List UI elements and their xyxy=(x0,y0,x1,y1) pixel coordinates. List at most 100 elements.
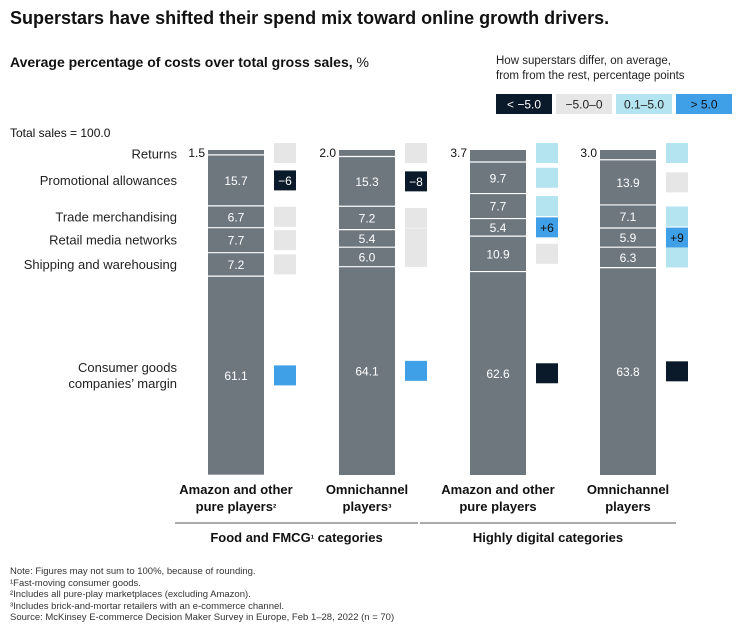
bar-segment-c2-s5 xyxy=(470,271,526,475)
legend-title-line-1: How superstars differ, on average, xyxy=(496,55,671,67)
total-sales-label: Total sales = 100.0 xyxy=(10,126,111,140)
value-label-c2-s4: 10.9 xyxy=(486,247,510,261)
bar-segment-c2-s2 xyxy=(470,193,526,219)
value-label-c1-s4: 6.0 xyxy=(359,250,376,264)
diff-indicator-c0-s0 xyxy=(274,143,296,163)
diff-indicator-c2-s1 xyxy=(536,167,558,188)
column-label-0-line-1: pure players² xyxy=(196,499,277,514)
segment-label-3: Retail media networks xyxy=(49,233,177,248)
diff-indicator-c1-s1 xyxy=(405,171,427,192)
footnote-source: Source: McKinsey E-commerce Decision Mak… xyxy=(10,612,395,623)
diff-label-c2-s3: +6 xyxy=(540,221,554,235)
segment-label-5-line-0: Consumer goods xyxy=(78,360,177,375)
footnotes: Note: Figures may not sum to 100%, becau… xyxy=(10,566,394,624)
diff-indicator-c0-s3 xyxy=(274,230,296,251)
value-label-c3-s3: 5.9 xyxy=(620,231,637,245)
bar-segment-c1-s3 xyxy=(339,229,395,248)
bar-segment-c0-s5 xyxy=(208,276,264,475)
bar-segment-c0-s1 xyxy=(208,154,264,206)
legend-label-2: 0.1–5.0 xyxy=(624,98,664,112)
legend-swatch-1 xyxy=(556,94,612,114)
legend-label-3: > 5.0 xyxy=(690,98,717,112)
value-label-c3-s4: 6.3 xyxy=(620,251,637,265)
segment-label-5-line-1: companies’ margin xyxy=(68,376,177,391)
diff-indicator-c3-s2 xyxy=(666,206,688,227)
diff-indicator-c2-s4 xyxy=(536,243,558,264)
value-label-c0-s2: 6.7 xyxy=(228,210,245,224)
value-label-c0-s3: 7.7 xyxy=(228,234,245,248)
bar-segment-c3-s1 xyxy=(600,159,656,205)
diff-indicator-c3-s3 xyxy=(666,227,688,248)
diff-indicator-c1-s2 xyxy=(405,207,427,228)
bar-segment-c0-s2 xyxy=(208,205,264,228)
value-label-c2-s5: 62.6 xyxy=(486,367,510,381)
column-label-2-line-0: Amazon and other xyxy=(441,482,554,497)
column-label-2-line-1: pure players xyxy=(459,499,536,514)
diff-indicator-c1-s3 xyxy=(405,228,427,249)
diff-label-c1-s1: −8 xyxy=(409,175,423,189)
value-label-c0-s1: 15.7 xyxy=(224,174,248,188)
legend-title: How superstars differ, on average, from … xyxy=(496,54,736,84)
bar-segment-c2-s4 xyxy=(470,236,526,272)
diff-indicator-c3-s1 xyxy=(666,172,688,193)
column-label-3-line-1: players xyxy=(605,499,651,514)
bar-segment-c0-s0 xyxy=(208,150,264,155)
subtitle-unit: % xyxy=(356,54,369,70)
column-label-1-line-0: Omnichannel xyxy=(326,482,408,497)
bar-segment-c3-s0 xyxy=(600,150,656,160)
stacked-bar-chart: < −5.0 −5.0–0 0.1–5.0 > 5.0 1.5 15.7 6.7 7.7 7.2… xyxy=(24,94,732,545)
diff-indicator-c1-s4 xyxy=(405,246,427,267)
bar-segment-c1-s1 xyxy=(339,156,395,207)
legend-label-1: −5.0–0 xyxy=(565,98,602,112)
diff-indicator-c0-s1 xyxy=(274,170,296,191)
value-label-c2-s2: 7.7 xyxy=(490,200,507,214)
group-label-1: Highly digital categories xyxy=(473,530,623,545)
legend-swatch-2 xyxy=(616,94,672,114)
column-label-0-line-0: Amazon and other xyxy=(179,482,292,497)
bar-segment-c1-s4 xyxy=(339,247,395,267)
diff-indicator-c2-s0 xyxy=(536,143,558,163)
value-label-c0-s0: 1.5 xyxy=(188,146,205,160)
value-label-c3-s1: 13.9 xyxy=(616,176,640,190)
value-label-c2-s3: 5.4 xyxy=(490,221,507,235)
footnote-2: ²Includes all pure-play marketplaces (ex… xyxy=(10,589,251,600)
value-label-c1-s0: 2.0 xyxy=(319,146,336,160)
footnote-note: Note: Figures may not sum to 100%, becau… xyxy=(10,566,256,577)
bar-segment-c2-s1 xyxy=(470,162,526,194)
bar-segment-c2-s3 xyxy=(470,218,526,237)
bar-segment-c3-s2 xyxy=(600,204,656,228)
diff-indicator-c3-s0 xyxy=(666,143,688,163)
value-label-c3-s5: 63.8 xyxy=(616,365,640,379)
value-label-c2-s1: 9.7 xyxy=(490,171,507,185)
group-label-0: Food and FMCG¹ categories xyxy=(210,530,382,545)
value-label-c1-s3: 5.4 xyxy=(359,232,376,246)
diff-indicator-c2-s5 xyxy=(536,363,558,384)
bar-segment-c3-s4 xyxy=(600,247,656,268)
diff-indicator-c3-s5 xyxy=(666,361,688,382)
subtitle-text: Average percentage of costs over total g… xyxy=(10,54,353,70)
chart-subtitle: Average percentage of costs over total g… xyxy=(10,54,369,70)
diff-indicator-c3-s4 xyxy=(666,247,688,268)
diff-indicator-c0-s5 xyxy=(274,365,296,386)
legend-label-0: < −5.0 xyxy=(507,98,541,112)
legend-title-line-2: from from the rest, percentage points xyxy=(496,70,685,82)
value-label-c1-s2: 7.2 xyxy=(359,211,376,225)
column-label-3-line-0: Omnichannel xyxy=(587,482,669,497)
segment-label-1: Promotional allowances xyxy=(40,173,178,188)
diff-label-c3-s3: +9 xyxy=(670,231,684,245)
bar-segment-c1-s2 xyxy=(339,206,395,230)
segment-label-0: Returns xyxy=(131,147,177,162)
bar-segment-c0-s4 xyxy=(208,252,264,277)
footnote-3: ³Includes brick-and-mortar retailers wit… xyxy=(10,600,285,612)
diff-indicator-c1-s0 xyxy=(405,143,427,163)
bar-segment-c3-s5 xyxy=(600,267,656,475)
legend-swatch-3 xyxy=(676,94,732,114)
diff-indicator-c1-s5 xyxy=(405,360,427,381)
value-label-c2-s0: 3.7 xyxy=(450,146,467,160)
value-label-c3-s2: 7.1 xyxy=(620,210,637,224)
value-label-c1-s1: 15.3 xyxy=(355,175,379,189)
value-label-c3-s0: 3.0 xyxy=(580,146,597,160)
bar-segment-c3-s3 xyxy=(600,228,656,248)
bar-segment-c1-s5 xyxy=(339,266,395,475)
bar-segment-c0-s3 xyxy=(208,227,264,253)
